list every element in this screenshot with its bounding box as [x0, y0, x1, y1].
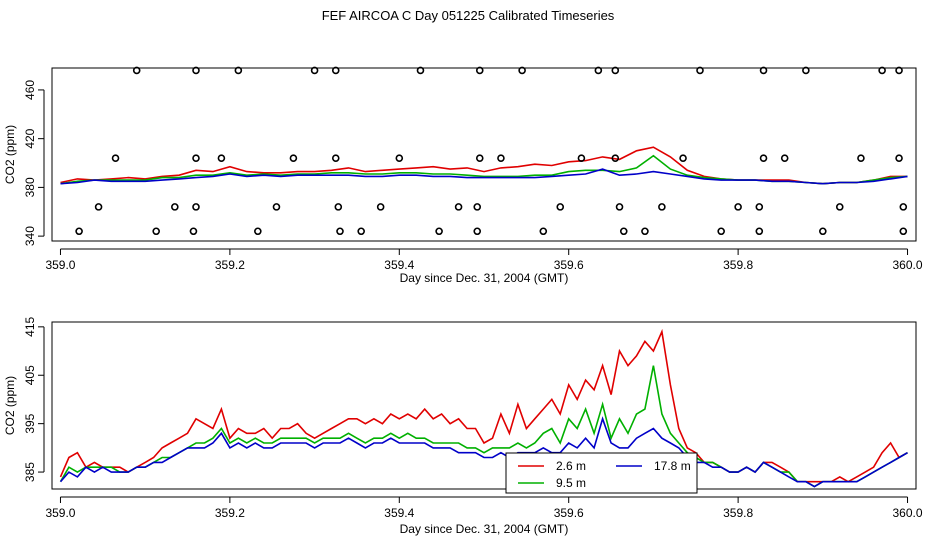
top-calibration-point [111, 154, 120, 162]
top-series-17-8-m-line [60, 168, 908, 185]
bottom-y-tick-label: 395 [23, 413, 37, 433]
top-y-axis-title: CO2 (ppm) [3, 125, 17, 184]
top-calibration-point [696, 66, 704, 75]
top-calibration-point [254, 227, 262, 236]
top-calibration-point [755, 227, 764, 236]
top-x-tick-label: 359.8 [723, 258, 753, 272]
bottom-x-tick-label: 359.4 [384, 506, 414, 520]
top-plot-frame [51, 67, 917, 242]
top-calibration-point [475, 154, 484, 162]
bottom-y-tick-label: 385 [23, 462, 37, 482]
top-calibration-point [594, 66, 603, 75]
top-calibration-point [679, 154, 687, 162]
top-calibration-point [759, 66, 768, 75]
bottom-y-tick-label: 405 [23, 365, 37, 385]
bottom-x-tick-label: 359.8 [723, 506, 753, 520]
bottom-plot-frame [51, 321, 917, 490]
top-y-tick-label: 380 [23, 177, 37, 197]
top-calibration-point [331, 154, 340, 162]
top-calibration-point [75, 227, 83, 236]
top-calibration-point [899, 227, 908, 236]
top-y-tick-label: 460 [23, 80, 37, 100]
top-calibration-point [289, 154, 298, 162]
bottom-y-tick-label: 415 [23, 317, 37, 337]
top-calibration-point [334, 203, 343, 211]
top-calibration-point [577, 154, 586, 162]
top-calibration-point [518, 66, 526, 75]
top-calibration-point [895, 154, 903, 162]
bottom-series-17-8-m-line [59, 416, 908, 488]
top-calibration-point [192, 154, 200, 162]
bottom-x-axis-title: Day since Dec. 31, 2004 (GMT) [400, 522, 569, 536]
bottom-series-2-6-m-line [59, 328, 908, 483]
top-calibration-point [878, 66, 886, 75]
top-calibration-point [310, 66, 319, 75]
top-calibration-point [641, 227, 649, 236]
bottom-legend-label: 17.8 m [654, 459, 691, 473]
top-y-tick-label: 340 [23, 226, 37, 246]
top-calibration-point [734, 203, 742, 211]
top-calibration-point [192, 66, 200, 75]
bottom-x-tick-label: 359.6 [554, 506, 584, 520]
top-calibration-point [611, 66, 620, 75]
top-calibration-point [357, 227, 365, 236]
top-panel-plot: 359.0 359.2 359.4 359.6 359.8 360.0 340 380 420 4… [3, 66, 923, 285]
top-calibration-point [755, 203, 764, 211]
top-calibration-point [454, 203, 463, 211]
top-calibration-point [802, 66, 810, 75]
top-x-tick-label: 359.0 [45, 258, 75, 272]
top-x-axis-title: Day since Dec. 31, 2004 (GMT) [400, 271, 569, 285]
bottom-y-axis-title: CO2 (ppm) [3, 376, 17, 435]
bottom-x-tick-label: 360.0 [893, 506, 923, 520]
top-calibration-point [619, 227, 628, 236]
top-x-tick-label: 360.0 [893, 258, 923, 272]
top-calibration-point [819, 227, 827, 236]
top-calibration-point [132, 66, 141, 75]
bottom-x-tick-label: 359.0 [45, 506, 75, 520]
top-calibration-point [835, 203, 844, 211]
top-calibration-point [234, 66, 243, 75]
bottom-legend-label: 2.6 m [556, 459, 586, 473]
top-calibration-point [272, 203, 281, 211]
top-calibration-point [435, 227, 443, 236]
top-calibration-point [331, 66, 340, 75]
top-calibration-point [416, 66, 425, 75]
top-y-tick-label: 420 [23, 128, 37, 148]
top-calibration-point [497, 154, 505, 162]
top-calibration-point [171, 203, 179, 211]
top-calibration-point [395, 154, 404, 162]
top-calibration-point [376, 203, 385, 211]
top-x-tick-label: 359.6 [554, 258, 584, 272]
top-calibration-point [556, 203, 565, 211]
top-calibration-point [475, 66, 484, 75]
bottom-legend-label: 9.5 m [556, 476, 586, 490]
bottom-series-9-5-m-line [59, 365, 908, 488]
top-calibration-point [899, 203, 908, 211]
chart-title: FEF AIRCOA C Day 051225 Calibrated Times… [321, 8, 615, 23]
bottom-x-tick-label: 359.2 [215, 506, 245, 520]
top-calibration-point [217, 154, 226, 162]
top-calibration-point [189, 227, 198, 236]
top-calibration-point [611, 154, 620, 162]
top-calibration-point [780, 154, 789, 162]
top-calibration-point [539, 227, 548, 236]
top-calibration-point [759, 154, 768, 162]
top-calibration-point [473, 203, 482, 211]
top-x-tick-label: 359.2 [215, 258, 245, 272]
top-calibration-point [192, 203, 200, 211]
top-calibration-point [895, 66, 903, 75]
top-calibration-point [94, 203, 103, 211]
top-calibration-point [857, 154, 865, 162]
top-calibration-point [152, 227, 160, 236]
top-x-tick-label: 359.4 [384, 258, 414, 272]
top-calibration-point [615, 203, 624, 211]
top-calibration-point [473, 227, 482, 236]
top-calibration-point [336, 227, 344, 236]
bottom-legend-box [505, 452, 698, 494]
top-calibration-point [658, 203, 666, 211]
top-calibration-point [717, 227, 725, 236]
